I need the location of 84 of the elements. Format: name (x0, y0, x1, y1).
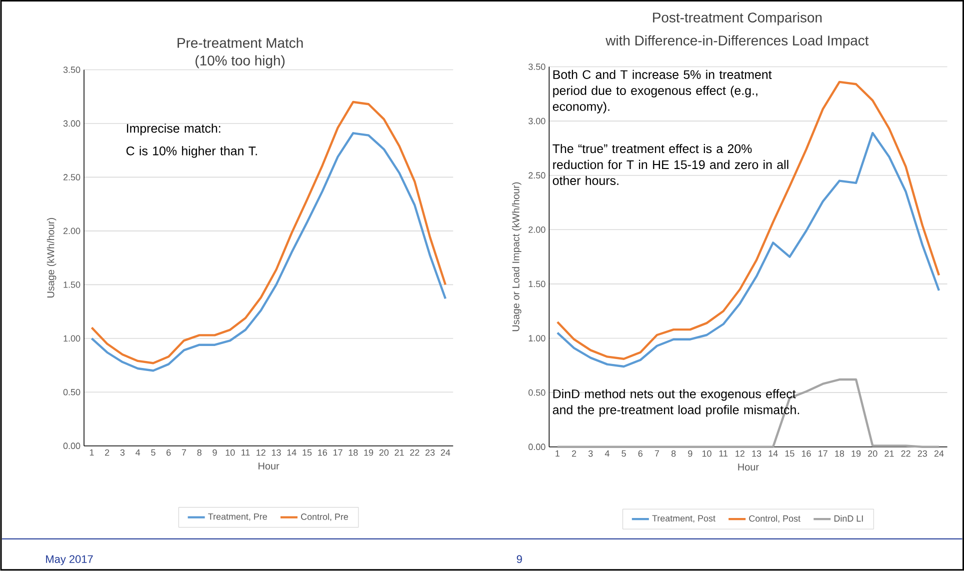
chart-subtitle: with Difference-in-Differences Load Impact (606, 35, 869, 48)
annotation: Both C and T increase 5% in treatment period due to exogenous effect (e.g., economy). (552, 70, 772, 114)
y-tick-label: 3.50 (528, 64, 546, 70)
x-tick-label: 16 (318, 449, 327, 456)
x-tick-label: 9 (212, 449, 217, 456)
annotation: C is 10% higher than T. (126, 146, 257, 158)
x-tick-label: 8 (197, 449, 202, 456)
x-tick-label: 7 (182, 449, 186, 456)
y-tick-label: 1.50 (528, 280, 546, 288)
chart-title: Pre-treatment Match (178, 38, 303, 48)
x-tick-label: 17 (333, 449, 342, 456)
y-tick-label: 0.00 (63, 442, 80, 450)
y-tick-label: 2.50 (528, 172, 546, 179)
x-tick-label: 6 (638, 450, 642, 457)
x-tick-label: 10 (702, 450, 712, 457)
x-tick-label: 14 (768, 450, 778, 457)
x-tick-label: 20 (379, 449, 389, 456)
x-tick-label: 12 (736, 450, 744, 457)
y-tick-label: 2.00 (528, 226, 546, 233)
x-tick-label: 23 (918, 450, 927, 457)
x-tick-label: 5 (151, 449, 156, 456)
text: 9 (516, 555, 522, 564)
y-tick-label: 0.50 (63, 388, 80, 396)
x-tick-label: 3 (120, 449, 125, 456)
x-tick-label: 3 (588, 450, 593, 457)
legend-label: Treatment, Pre (208, 514, 267, 521)
x-tick-label: 1 (556, 450, 560, 457)
annotation: Imprecise match: (126, 124, 220, 136)
x-tick-label: 9 (688, 450, 692, 457)
annotation: The “true” treatment effect is a 20% reduction for T in HE 15-19 and zero in all other hours. (552, 144, 788, 186)
y-axis-title: Usage or Load Impact (kWh/hour) (512, 182, 522, 332)
legend-label: Control, Post (749, 515, 800, 523)
y-tick-label: 1.50 (64, 282, 80, 288)
annotation: DinD method nets out the exogenous effect and the pre-treatment load profile mismatch. (552, 389, 800, 417)
legend-label: Control, Pre (301, 513, 348, 522)
legend-label: DinD LI (834, 515, 863, 522)
x-tick-label: 18 (835, 450, 844, 457)
legend-label: Treatment, Post (652, 515, 716, 523)
y-tick-label: 0.00 (528, 444, 546, 450)
chart-subtitle: (10% too high) (196, 55, 285, 68)
x-tick-label: 1 (90, 449, 94, 456)
y-tick-label: 2.50 (64, 174, 80, 180)
x-tick-label: 21 (394, 449, 404, 456)
x-tick-label: 19 (364, 449, 374, 456)
y-tick-label: 1.00 (528, 335, 546, 342)
y-tick-label: 3.50 (63, 66, 80, 73)
x-tick-label: 10 (226, 449, 235, 456)
x-tick-label: 15 (302, 449, 312, 456)
x-tick-label: 24 (440, 449, 450, 456)
x-axis-title: Hour (738, 464, 759, 471)
x-tick-label: 16 (802, 450, 811, 457)
x-tick-label: 22 (901, 450, 910, 457)
x-axis-title: Hour (258, 462, 280, 470)
x-tick-label: 7 (654, 450, 660, 457)
x-tick-label: 19 (852, 450, 861, 457)
x-tick-label: 13 (272, 449, 281, 456)
x-tick-label: 2 (572, 450, 576, 457)
chart-title: Post-treatment Comparison (653, 12, 822, 26)
text: May 2017 (46, 555, 93, 566)
x-tick-label: 13 (752, 450, 762, 457)
x-tick-label: 24 (934, 450, 944, 457)
y-axis-title: Usage (kWh/hour) (46, 218, 56, 298)
x-tick-label: 8 (671, 450, 676, 457)
x-tick-label: 21 (884, 450, 894, 457)
x-tick-label: 22 (410, 449, 420, 456)
x-tick-label: 11 (242, 449, 250, 456)
y-tick-label: 3.00 (63, 120, 80, 127)
x-tick-label: 5 (622, 450, 626, 457)
y-tick-label: 3.00 (528, 118, 546, 124)
x-tick-label: 4 (136, 449, 140, 456)
x-tick-label: 18 (348, 449, 358, 456)
y-tick-label: 2.00 (64, 228, 80, 234)
x-tick-label: 2 (105, 449, 110, 456)
x-tick-label: 11 (719, 450, 728, 457)
x-tick-label: 4 (604, 450, 610, 457)
x-tick-label: 6 (166, 449, 171, 456)
x-tick-label: 12 (256, 449, 266, 456)
x-tick-label: 20 (868, 450, 878, 457)
y-tick-label: 1.00 (64, 335, 80, 342)
y-tick-label: 0.50 (528, 389, 546, 396)
x-tick-label: 17 (818, 450, 828, 457)
x-tick-label: 14 (287, 449, 296, 456)
x-tick-label: 23 (426, 449, 435, 456)
x-tick-label: 15 (785, 450, 794, 457)
